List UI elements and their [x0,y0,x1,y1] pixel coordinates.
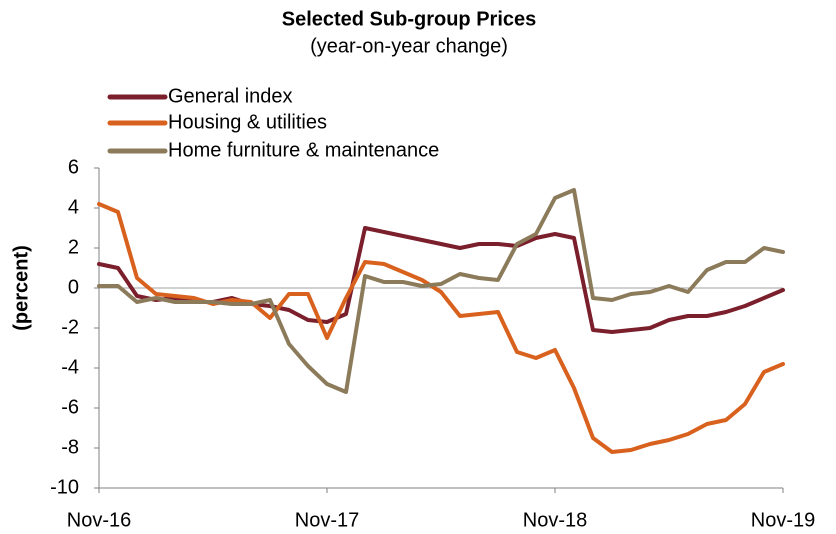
y-tick-label: -4 [61,356,79,378]
x-tick-label: Nov-18 [523,509,587,531]
y-axis-label: (percent) [10,245,32,331]
y-tick-label: -2 [61,316,79,338]
y-tick-label: -6 [61,396,79,418]
x-tick-label: Nov-19 [751,509,815,531]
series-line [97,202,785,454]
y-tick-label: 2 [68,236,79,258]
chart-title: Selected Sub-group Prices [282,8,537,30]
chart-subtitle: (year-on-year change) [310,35,508,57]
series-line [97,188,785,394]
y-tick-label: -10 [50,476,79,498]
y-tick-label: 0 [68,276,79,298]
legend-label: Home furniture & maintenance [168,139,439,161]
y-tick-label: -8 [61,436,79,458]
y-tick-label: 6 [68,156,79,178]
legend-label: General index [168,85,293,107]
series-line [97,226,785,334]
x-tick-label: Nov-16 [67,509,131,531]
x-tick-label: Nov-17 [295,509,359,531]
legend-label: Housing & utilities [168,111,327,133]
y-tick-label: 4 [68,196,79,218]
